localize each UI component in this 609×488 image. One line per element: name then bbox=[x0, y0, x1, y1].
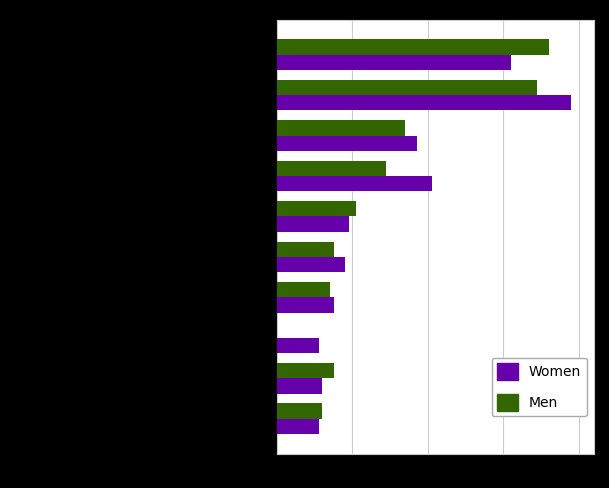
Bar bbox=[277, 120, 405, 136]
Bar bbox=[277, 80, 537, 95]
Bar bbox=[277, 404, 322, 419]
Bar bbox=[277, 378, 322, 394]
Bar bbox=[277, 257, 345, 272]
Bar bbox=[277, 242, 334, 257]
Bar bbox=[277, 282, 330, 297]
Bar bbox=[277, 95, 571, 110]
Legend: Women, Men: Women, Men bbox=[491, 358, 587, 416]
Bar bbox=[277, 419, 319, 434]
Bar bbox=[277, 55, 511, 70]
Bar bbox=[277, 363, 334, 378]
Bar bbox=[277, 136, 417, 151]
Bar bbox=[277, 201, 356, 217]
Bar bbox=[277, 297, 334, 313]
Bar bbox=[277, 217, 349, 232]
Bar bbox=[277, 39, 549, 55]
Bar bbox=[277, 338, 319, 353]
Bar bbox=[277, 176, 432, 191]
Bar bbox=[277, 161, 387, 176]
